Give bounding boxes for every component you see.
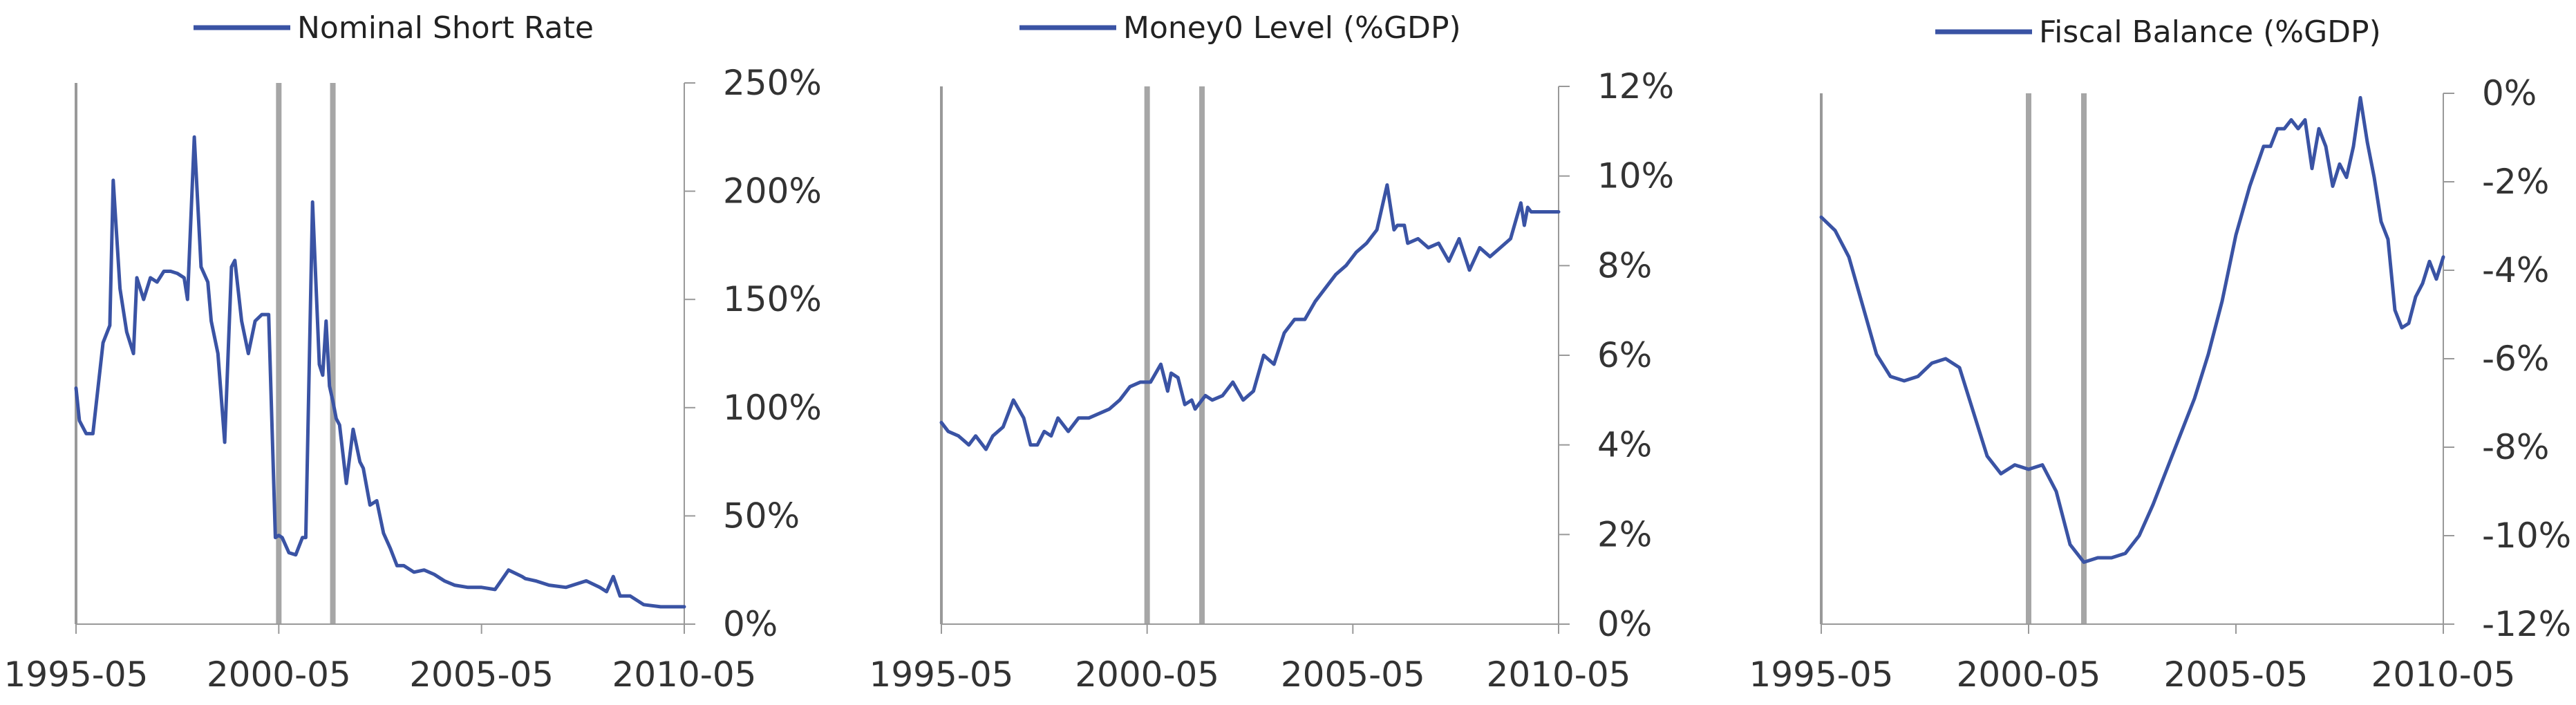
fiscal-balance-y-tick-label: 0% — [2482, 73, 2537, 113]
money0-x-tick-label: 1995-05 — [869, 655, 1014, 695]
short-rate-y-tick-label: 200% — [723, 171, 822, 212]
short-rate-x-tick-label: 2000-05 — [207, 655, 351, 695]
short-rate-y-tick-label: 0% — [723, 604, 778, 644]
short-rate-series-line — [74, 135, 686, 609]
money0-y-tick-label: 10% — [1597, 156, 1674, 196]
fiscal-balance-y-tick-label: -8% — [2482, 427, 2549, 467]
fiscal-balance-x-tick-label: 2010-05 — [2371, 655, 2516, 695]
money0-legend-label: Money0 Level (%GDP) — [1123, 10, 1461, 46]
money0-y-tick-label: 2% — [1597, 514, 1652, 554]
fiscal-balance-legend-label: Fiscal Balance (%GDP) — [2039, 15, 2381, 50]
short-rate-x-tick-label: 2010-05 — [612, 655, 757, 695]
money0-y-tick-label: 12% — [1597, 66, 1674, 106]
fiscal-balance-y-tick-label: -12% — [2482, 604, 2571, 644]
fiscal-balance-y-tick-label: -10% — [2482, 516, 2571, 556]
fiscal-balance-y-tick-label: -4% — [2482, 250, 2549, 290]
fiscal-balance-y-tick-label: -2% — [2482, 162, 2549, 202]
money0-x-tick-label: 2010-05 — [1487, 655, 1631, 695]
money0-y-tick-label: 8% — [1597, 245, 1652, 285]
short-rate-y-tick-label: 50% — [723, 496, 800, 536]
short-rate-x-tick-label: 1995-05 — [4, 655, 149, 695]
money0-y-tick-label: 4% — [1597, 425, 1652, 465]
fiscal-balance-x-tick-label: 1995-05 — [1749, 655, 1894, 695]
fiscal-balance-x-tick-label: 2005-05 — [2164, 655, 2309, 695]
short-rate-y-tick-label: 250% — [723, 63, 822, 103]
fiscal-balance-x-tick-label: 2000-05 — [1957, 655, 2101, 695]
money0-series-line — [939, 183, 1561, 451]
short-rate-legend-label: Nominal Short Rate — [297, 10, 594, 46]
short-rate-x-tick-label: 2005-05 — [409, 655, 554, 695]
money0-x-tick-label: 2005-05 — [1281, 655, 1425, 695]
money0-x-tick-label: 2000-05 — [1075, 655, 1219, 695]
money0-y-tick-label: 6% — [1597, 335, 1652, 375]
money0-y-tick-label: 0% — [1597, 604, 1652, 644]
short-rate-y-tick-label: 100% — [723, 388, 822, 428]
fiscal-balance-series-line — [1819, 95, 2445, 564]
fiscal-balance-y-tick-label: -6% — [2482, 339, 2549, 379]
short-rate-y-tick-label: 150% — [723, 279, 822, 319]
